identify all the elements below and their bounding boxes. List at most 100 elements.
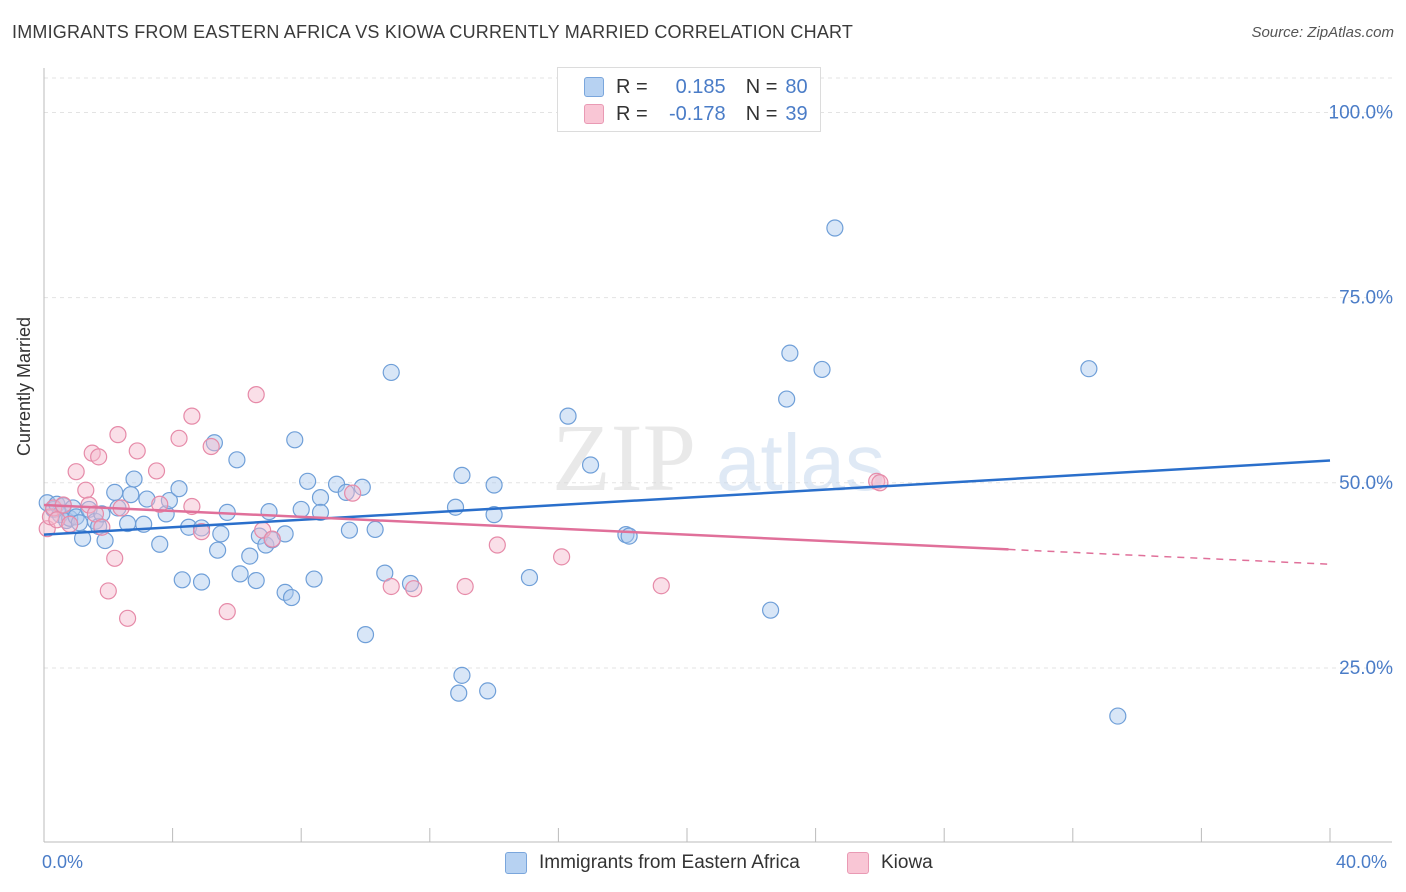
data-point [128, 442, 146, 460]
data-point [781, 344, 799, 362]
y-tick-label: 100.0% [1329, 102, 1394, 123]
axes [43, 68, 1392, 843]
data-point [286, 431, 304, 449]
data-point [456, 577, 474, 596]
data-point [99, 582, 117, 600]
data-point [183, 407, 201, 425]
chart-title: IMMIGRANTS FROM EASTERN AFRICA VS KIOWA … [12, 22, 854, 42]
data-point [1109, 707, 1127, 725]
data-point [263, 530, 281, 548]
legend-item-kiowa: Kiowa [847, 852, 933, 874]
data-point [826, 219, 844, 237]
data-point [382, 363, 400, 382]
series-legend: Immigrants from Eastern Africa Kiowa [0, 852, 1406, 876]
data-point [80, 496, 98, 514]
data-point [485, 476, 503, 494]
legend-n-value: 39 [785, 102, 808, 125]
data-point [151, 495, 169, 513]
legend-n-label: N = [745, 75, 778, 98]
data-point [170, 429, 188, 447]
legend-n-value: 80 [785, 75, 808, 98]
data-point [356, 626, 375, 644]
data-point [401, 574, 420, 593]
data-point [305, 570, 323, 588]
y-tick-labels: 25.0% 50.0% 75.0% 100.0% [1329, 102, 1394, 679]
series-immigrants-eastern-africa [38, 219, 1127, 725]
data-point [453, 466, 471, 484]
data-point [337, 483, 355, 502]
data-point [122, 486, 140, 504]
legend-r-label: R = [616, 102, 648, 125]
trend-line-immigrants [43, 459, 1331, 536]
data-point [299, 472, 317, 490]
data-point [405, 580, 423, 598]
data-point [340, 521, 359, 539]
legend-row-blue: R = 0.185 N = 80 [584, 75, 808, 99]
legend-n-label: N = [745, 102, 778, 125]
data-point [173, 571, 191, 589]
data-point [520, 568, 539, 587]
data-point [276, 525, 294, 543]
source-label: Source: ZipAtlas.com [1251, 24, 1394, 41]
data-point [260, 503, 278, 521]
data-point [209, 541, 227, 559]
stats-legend: R = 0.185 N = 80 R = -0.178 N = 39 [557, 67, 821, 132]
data-point [160, 491, 178, 510]
trend-lines [43, 459, 1331, 565]
data-point [96, 531, 114, 550]
data-point [241, 547, 259, 565]
y-tick-label: 25.0% [1339, 658, 1393, 679]
trend-line-kiowa [43, 503, 1009, 551]
x-tick-min: 0.0% [42, 852, 84, 872]
data-point [218, 603, 236, 621]
data-point [77, 481, 95, 499]
legend-swatch-blue [584, 77, 604, 97]
data-point [192, 519, 211, 537]
x-tick-max: 40.0% [1336, 852, 1388, 872]
data-point [453, 666, 471, 684]
legend-swatch-blue [505, 852, 527, 874]
legend-label-kiowa: Kiowa [881, 852, 933, 873]
watermark-zip: ZIP [552, 404, 696, 511]
data-point [228, 451, 246, 469]
data-point [67, 463, 85, 481]
data-point [382, 577, 400, 596]
data-point [93, 505, 111, 523]
legend-r-value: 0.185 [675, 75, 726, 98]
data-point [73, 529, 92, 547]
data-point [488, 536, 506, 554]
data-point [212, 525, 230, 543]
data-point [202, 437, 220, 456]
data-point [871, 474, 889, 492]
data-point [761, 601, 780, 619]
data-point [581, 456, 600, 474]
y-tick-label: 75.0% [1339, 288, 1393, 309]
data-point [282, 588, 301, 607]
data-point [192, 573, 211, 591]
data-point [311, 488, 330, 507]
data-point [446, 498, 465, 516]
data-point [147, 462, 166, 480]
legend-label-immigrants: Immigrants from Eastern Africa [539, 852, 800, 873]
data-point [138, 490, 156, 508]
data-point [353, 478, 371, 496]
data-point [125, 470, 143, 488]
data-point [192, 523, 211, 541]
data-point [151, 535, 169, 553]
legend-swatch-pink [847, 852, 869, 874]
data-point [485, 506, 503, 524]
data-point [450, 684, 468, 702]
data-point [247, 386, 265, 404]
data-point [1080, 360, 1098, 378]
data-point [106, 549, 124, 567]
data-point [553, 548, 571, 566]
legend-item-immigrants: Immigrants from Eastern Africa [505, 852, 800, 874]
data-point [778, 390, 796, 408]
data-point [90, 448, 108, 466]
data-point [559, 407, 577, 425]
data-point [652, 577, 670, 595]
data-point [247, 571, 265, 590]
data-point [61, 515, 79, 533]
data-point [292, 500, 310, 519]
legend-r-value: -0.178 [668, 102, 726, 125]
